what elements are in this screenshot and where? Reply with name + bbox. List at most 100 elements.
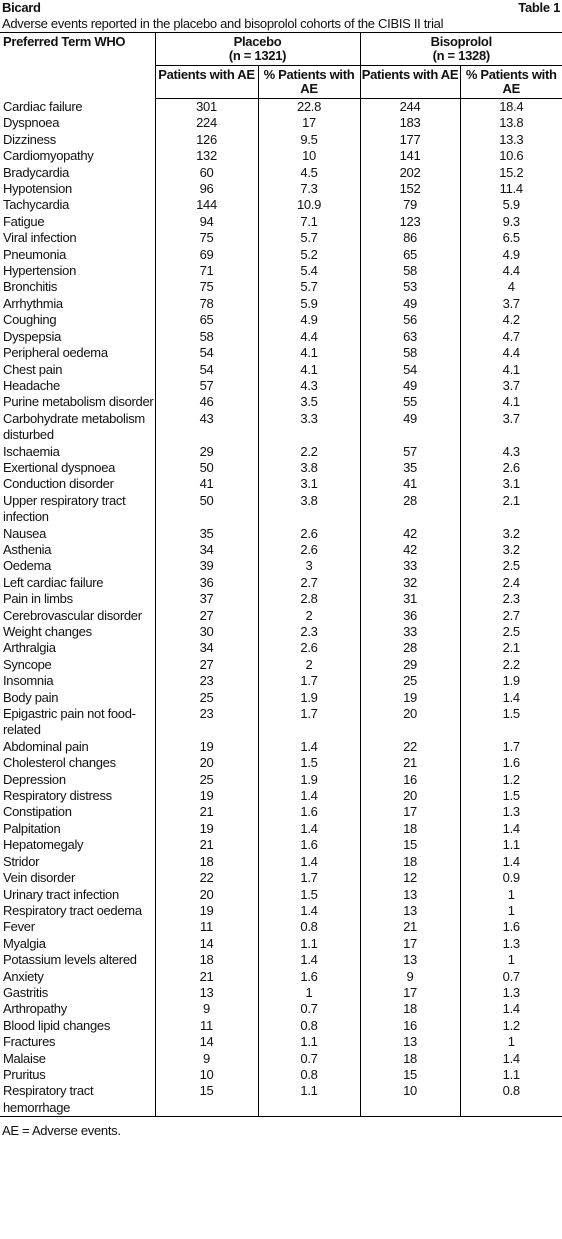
term: Gastritis: [3, 984, 48, 1000]
placebo-count: 14: [154, 935, 258, 953]
placebo-count: 57: [154, 377, 258, 395]
row: Conduction disorder 41 3.1 41 3.1: [0, 476, 562, 493]
term: Fatigue: [3, 213, 45, 229]
row: Arthralgia 34 2.6 28 2.1: [0, 640, 562, 657]
term: Respiratory tract oedema: [3, 902, 142, 918]
placebo-count: 21: [154, 968, 258, 985]
bisoprolol-percent: 1.1: [459, 837, 562, 854]
bisoprolol-count: 21: [359, 755, 460, 772]
term: Dyspepsia: [3, 328, 61, 344]
bisoprolol-count: 152: [359, 181, 460, 198]
bisoprolol-percent: 2.5: [459, 624, 562, 641]
bisoprolol-count: 42: [359, 525, 460, 542]
bisoprolol-count: 22: [359, 738, 460, 756]
bisoprolol-count: 19: [359, 689, 460, 707]
bisoprolol-percent: 1.4: [459, 1001, 562, 1018]
bisoprolol-count: 65: [359, 246, 460, 264]
placebo-count: 21: [154, 837, 258, 854]
bisoprolol-percent: 4.4: [459, 345, 562, 362]
term: Nausea: [3, 525, 47, 541]
term: Asthenia: [3, 541, 52, 557]
bisoprolol-count: 13: [359, 952, 460, 969]
term: Peripheral oedema: [3, 345, 108, 361]
placebo-count: 50: [154, 459, 258, 477]
group-n: (n = 1328): [432, 48, 491, 63]
placebo-percent: 7.3: [257, 181, 360, 198]
placebo-percent: 2.8: [257, 591, 360, 608]
row: Weight changes 30 2.3 33 2.5: [0, 624, 562, 641]
bisoprolol-count: 33: [359, 558, 460, 575]
placebo-count: 11: [154, 919, 258, 936]
group-n: (n = 1321): [228, 48, 287, 63]
bisoprolol-count: 56: [359, 312, 460, 329]
bisoprolol-percent: 1.3: [459, 984, 562, 1002]
bisoprolol-percent: 1.6: [459, 755, 562, 772]
placebo-percent: 1.1: [257, 935, 360, 953]
bisoprolol-count: 16: [359, 1017, 460, 1035]
placebo-percent: 2.6: [257, 640, 360, 657]
subheader: Patients with AE: [154, 65, 258, 99]
bisoprolol-percent: 1.3: [459, 935, 562, 953]
placebo-percent: 4.1: [257, 361, 360, 378]
placebo-percent: 1.4: [257, 853, 360, 871]
term: Cardiomyopathy: [3, 148, 94, 164]
bisoprolol-count: 31: [359, 591, 460, 608]
placebo-count: 19: [154, 738, 258, 756]
bisoprolol-count: 10: [359, 1083, 460, 1118]
bisoprolol-percent: 1.6: [459, 919, 562, 936]
term: Chest pain: [3, 361, 63, 377]
placebo-percent: 1.6: [257, 968, 360, 985]
term: Headache: [3, 377, 60, 393]
bisoprolol-percent: 5.9: [459, 197, 562, 214]
row: Carbohydrate metabolism disturbed 43 3.3 49…: [0, 410, 562, 444]
bisoprolol-count: 13: [359, 1034, 460, 1051]
placebo-count: 54: [154, 345, 258, 362]
term: Epigastric pain not food-related: [3, 706, 136, 738]
row: Viral infection 75 5.7 86 6.5: [0, 230, 562, 247]
bisoprolol-percent: 18.4: [459, 98, 562, 116]
bisoprolol-percent: 3.7: [459, 410, 562, 444]
term: Dyspnoea: [3, 115, 60, 131]
placebo-count: 29: [154, 443, 258, 460]
term: Carbohydrate metabolism disturbed: [3, 410, 145, 443]
caption: Adverse events reported in the placebo a…: [0, 15, 562, 33]
bisoprolol-percent: 3.7: [459, 377, 562, 395]
placebo-count: 13: [154, 984, 258, 1002]
placebo-percent: 0.8: [257, 919, 360, 936]
placebo-percent: 3: [257, 558, 360, 575]
placebo-count: 9: [154, 1050, 258, 1067]
bisoprolol-count: 42: [359, 541, 460, 559]
placebo-count: 144: [154, 197, 258, 214]
bisoprolol-count: 18: [359, 1050, 460, 1067]
bisoprolol-percent: 1: [459, 902, 562, 920]
placebo-percent: 1.7: [257, 706, 360, 739]
term: Bradycardia: [3, 164, 70, 180]
term: Oedema: [3, 558, 52, 574]
row: Gastritis 13 1 17 1.3: [0, 984, 562, 1002]
placebo-count: 126: [154, 131, 258, 149]
placebo-percent: 1.9: [257, 771, 360, 789]
placebo-percent: 1.5: [257, 886, 360, 903]
bisoprolol-percent: 6.5: [459, 230, 562, 247]
term: Bronchitis: [3, 279, 58, 295]
term: Arrhythmia: [3, 295, 63, 311]
row: Vein disorder 22 1.7 12 0.9: [0, 870, 562, 887]
row: Stridor 18 1.4 18 1.4: [0, 853, 562, 871]
bisoprolol-count: 54: [359, 361, 460, 378]
placebo-count: 18: [154, 853, 258, 871]
row: Dyspepsia 58 4.4 63 4.7: [0, 328, 562, 346]
row: Anxiety 21 1.6 9 0.7: [0, 968, 562, 985]
subheader: % Patients with AE: [459, 65, 562, 99]
placebo-count: 301: [154, 98, 258, 116]
row: Body pain 25 1.9 19 1.4: [0, 689, 562, 707]
placebo-count: 25: [154, 689, 258, 707]
bisoprolol-percent: 1.4: [459, 820, 562, 838]
placebo-percent: 5.9: [257, 295, 360, 313]
term: Coughing: [3, 312, 57, 328]
placebo-count: 58: [154, 328, 258, 346]
placebo-count: 25: [154, 771, 258, 789]
row: Abdominal pain 19 1.4 22 1.7: [0, 738, 562, 756]
bisoprolol-percent: 13.8: [459, 115, 562, 132]
placebo-percent: 2.6: [257, 525, 360, 542]
term: Vein disorder: [3, 870, 75, 886]
